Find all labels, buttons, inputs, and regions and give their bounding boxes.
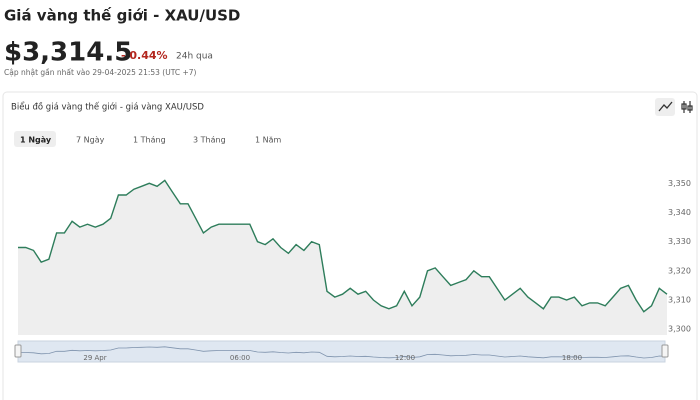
updated: Cập nhật gần nhất vào 29-04-2025 21:53 (… xyxy=(4,68,197,77)
y-tick-label: 3,330 xyxy=(668,237,691,246)
navigator-handle[interactable] xyxy=(14,344,22,358)
y-tick-label: 3,320 xyxy=(668,266,691,275)
y-tick-label: 3,310 xyxy=(668,296,691,305)
tab[interactable]: 7 Ngày xyxy=(76,136,105,145)
tab[interactable]: 1 Năm xyxy=(255,136,282,145)
tab[interactable]: 1 Ngày xyxy=(20,136,52,145)
navigator-label: 12:00 xyxy=(395,354,415,362)
change: - 0.44% xyxy=(121,49,168,62)
navigator-label: 18:00 xyxy=(562,354,582,362)
line-icon xyxy=(658,101,673,112)
navigator-label: 06:00 xyxy=(230,354,250,362)
candle-mode-button[interactable] xyxy=(681,101,693,113)
area xyxy=(18,180,667,335)
y-tick-label: 3,350 xyxy=(668,179,691,188)
price-line xyxy=(18,179,668,313)
panel-title: Biểu đồ giá vàng thế giới - giá vàng XAU… xyxy=(11,102,204,113)
tabs: 1 Ngày 7 Ngày 1 Tháng 3 Tháng 1 Năm xyxy=(14,131,282,147)
tab-active-bg xyxy=(14,131,56,147)
line-mode-button[interactable] xyxy=(655,98,675,116)
y-tick-label: 3,300 xyxy=(668,325,691,334)
title: Giá vàng thế giới - XAU/USD xyxy=(4,6,240,25)
tab[interactable]: 3 Tháng xyxy=(193,136,226,145)
navigator-line xyxy=(18,346,668,359)
price: $3,314.5 xyxy=(4,38,132,68)
navigator-handle[interactable] xyxy=(661,344,669,358)
navigator-label: 29 Apr xyxy=(83,354,106,362)
plot: 3,300 3,310 3,320 3,330 3,340 3,350 29 Apr 06:0… xyxy=(14,179,691,363)
tab[interactable]: 1 Tháng xyxy=(133,136,166,145)
y-tick-label: 3,340 xyxy=(668,208,691,217)
period: 24h qua xyxy=(176,52,213,62)
